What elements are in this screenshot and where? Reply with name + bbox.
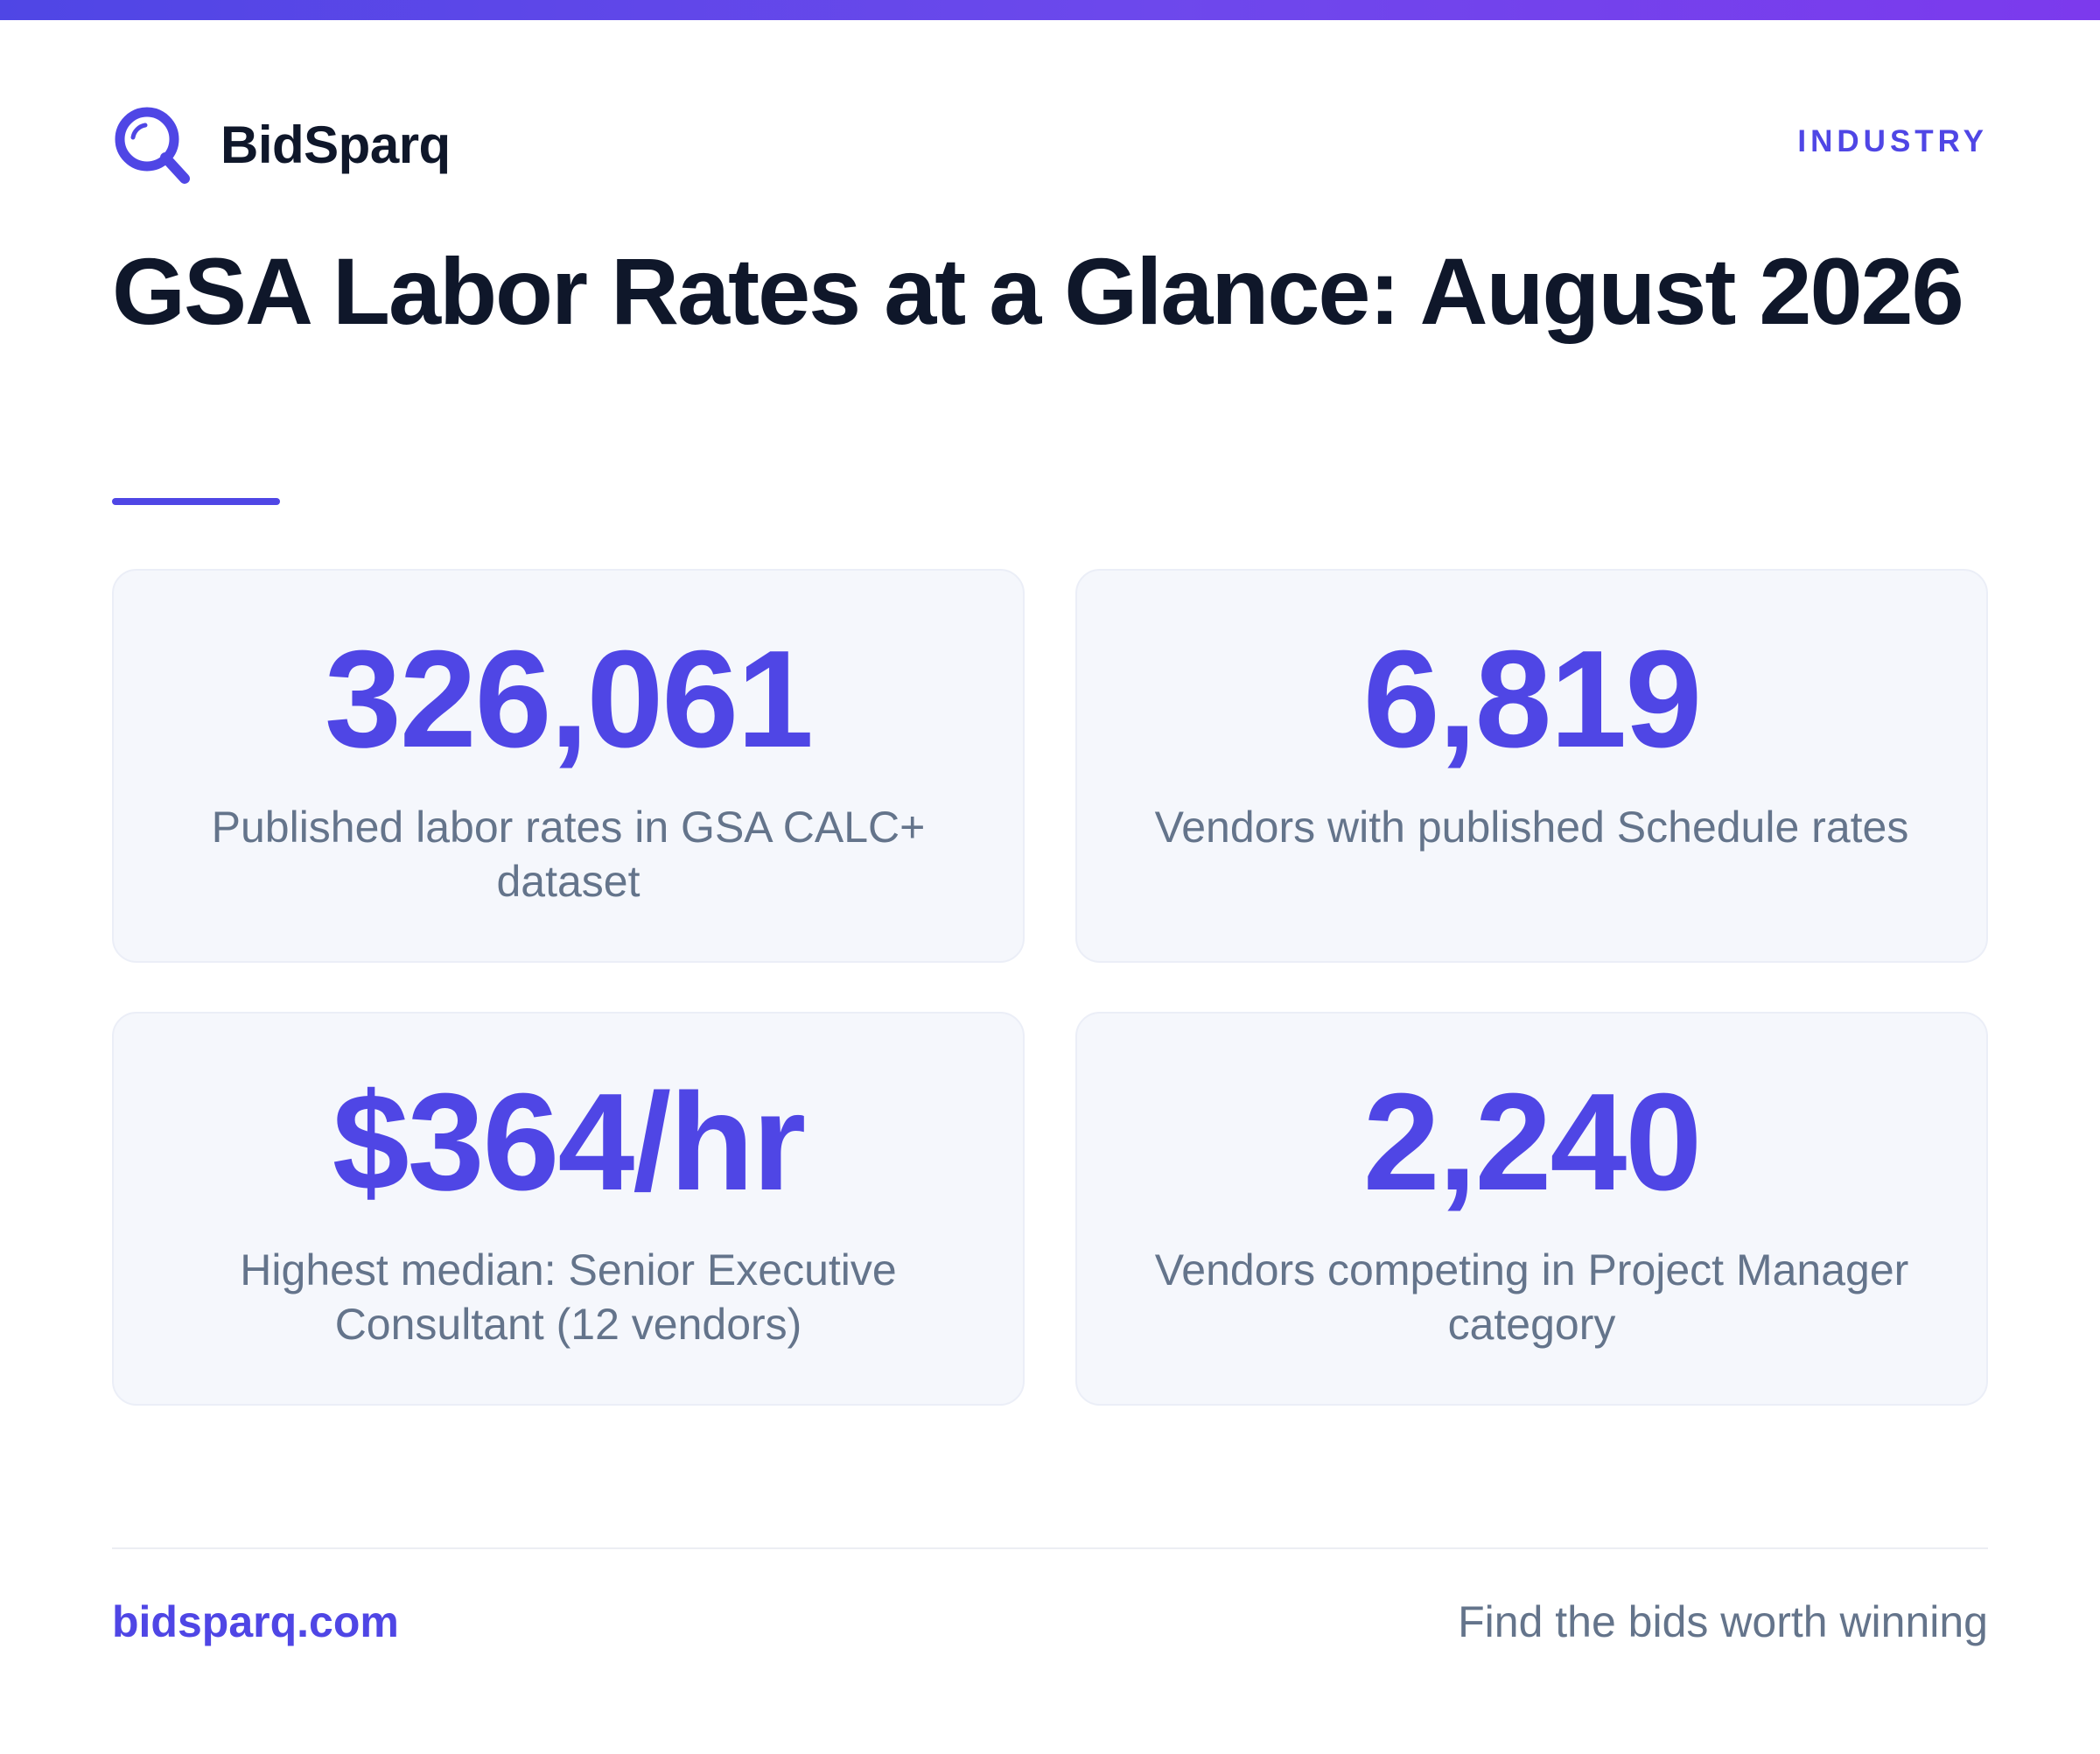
stat-card-highest-median: $364/hr Highest median: Senior Executive… — [112, 1012, 1025, 1406]
stat-label: Highest median: Senior Executive Consult… — [240, 1245, 897, 1349]
stat-value: 326,061 — [324, 622, 814, 776]
page-title: GSA Labor Rates at a Glance: August 2026 — [112, 238, 1964, 344]
footer-link[interactable]: bidsparq.com — [112, 1597, 399, 1646]
footer-tagline: Find the bids worth winning — [1458, 1597, 1988, 1646]
title-underline — [112, 498, 280, 505]
stat-card-published-rates: 326,061 Published labor rates in GSA CAL… — [112, 569, 1025, 963]
magnifier-q-logo-icon — [115, 107, 190, 184]
footer-divider — [112, 1547, 1988, 1549]
stat-label: Published labor rates in GSA CALC+ datas… — [211, 803, 926, 906]
stat-label: Vendors with published Schedule rates — [1154, 803, 1909, 852]
stats-grid: 326,061 Published labor rates in GSA CAL… — [112, 569, 1988, 1406]
stat-value: $364/hr — [332, 1065, 806, 1219]
stat-label: Vendors competing in Project Manager cat… — [1154, 1245, 1909, 1349]
header: BidSparq INDUSTRY — [112, 103, 1988, 186]
stat-value: 6,819 — [1362, 622, 1702, 776]
stat-card-project-manager: 2,240 Vendors competing in Project Manag… — [1075, 1012, 1988, 1406]
stat-card-vendors: 6,819 Vendors with published Schedule ra… — [1075, 569, 1988, 963]
top-accent-bar — [0, 0, 2100, 20]
stat-value: 2,240 — [1362, 1065, 1702, 1219]
brand-name: BidSparq — [220, 115, 451, 174]
category-label: INDUSTRY — [1797, 124, 1988, 158]
brand[interactable]: BidSparq — [112, 103, 451, 186]
